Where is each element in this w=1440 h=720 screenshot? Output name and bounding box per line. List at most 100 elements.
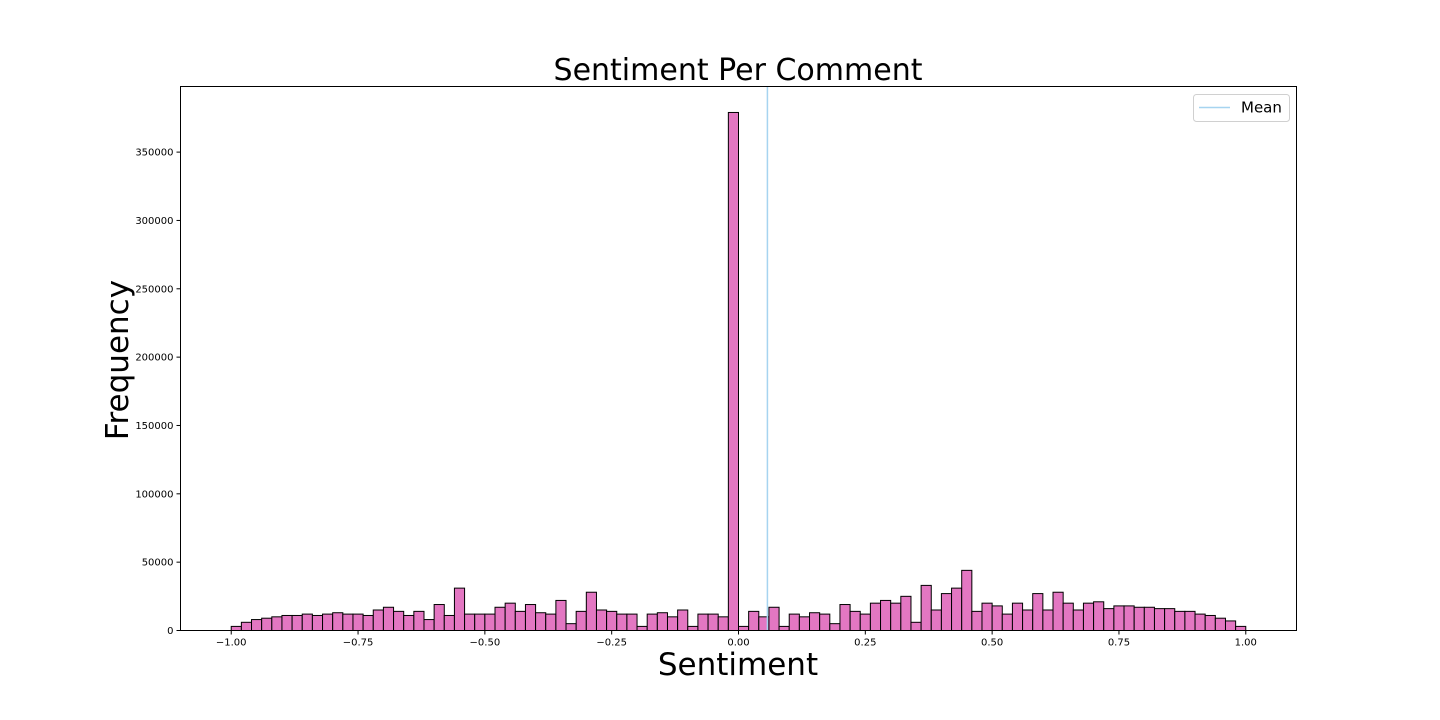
histogram-bar-62 bbox=[859, 613, 871, 631]
y-tick-label-4: 200000 bbox=[135, 353, 173, 364]
y-axis-label: Frequency bbox=[100, 280, 136, 440]
legend-mean-label: Mean bbox=[1241, 99, 1282, 117]
y-axis: 0 50000 100000 150000 200000 250000 300000 3500… bbox=[135, 148, 181, 637]
x-tick-label-8: 1.00 bbox=[1235, 638, 1257, 649]
histogram-bar-13 bbox=[362, 614, 374, 632]
histogram-bar-65 bbox=[890, 602, 902, 632]
histogram-bar-91 bbox=[1153, 608, 1166, 632]
histogram-bar-24 bbox=[474, 613, 486, 631]
histogram-bar-57 bbox=[809, 612, 821, 631]
histogram-bar-29 bbox=[524, 604, 537, 631]
x-axis: −1.00 −0.75 −0.50 −0.25 0.00 0.25 0.50 0.75 1.00 bbox=[216, 630, 1257, 649]
histogram-bar-12 bbox=[352, 613, 364, 631]
histogram-bar-27 bbox=[504, 602, 516, 632]
histogram-bar-88 bbox=[1123, 605, 1135, 631]
x-tick-label-6: 0.50 bbox=[981, 638, 1003, 649]
histogram-bar-59 bbox=[829, 623, 841, 632]
histogram-bar-48 bbox=[717, 616, 729, 632]
histogram-bar-58 bbox=[819, 613, 831, 631]
histogram-bar-26 bbox=[494, 606, 506, 631]
histogram-bar-69 bbox=[930, 609, 942, 632]
histogram-bar-38 bbox=[616, 613, 628, 631]
histogram-bar-87 bbox=[1113, 605, 1125, 631]
histogram-bar-84 bbox=[1082, 602, 1095, 632]
histogram-bar-50 bbox=[738, 625, 750, 631]
legend: Mean bbox=[1193, 94, 1290, 122]
histogram-bar-0 bbox=[230, 625, 242, 631]
y-tick-label-0: 0 bbox=[167, 626, 173, 637]
histogram-bar-44 bbox=[677, 609, 689, 632]
x-tick-label-5: 0.25 bbox=[854, 638, 876, 649]
histogram-bar-72 bbox=[961, 569, 973, 632]
histogram-bar-86 bbox=[1103, 608, 1115, 632]
histogram-bar-11 bbox=[342, 613, 354, 631]
histogram-bar-31 bbox=[545, 613, 557, 631]
x-tick-label-1: −0.75 bbox=[343, 638, 374, 649]
histogram-bar-64 bbox=[880, 599, 892, 631]
histogram-bar-92 bbox=[1164, 608, 1176, 632]
histogram-bar-6 bbox=[291, 614, 303, 632]
histogram-bar-17 bbox=[403, 614, 415, 632]
y-tick-label-6: 300000 bbox=[135, 216, 173, 227]
histogram-bar-54 bbox=[778, 625, 790, 631]
histogram-bar-70 bbox=[940, 593, 953, 631]
histogram-bar-22 bbox=[453, 587, 466, 631]
histogram-bar-60 bbox=[839, 604, 851, 631]
histogram-bar-15 bbox=[382, 606, 395, 631]
x-tick-label-2: −0.50 bbox=[470, 638, 501, 649]
histogram-bar-8 bbox=[311, 614, 324, 632]
histogram-bar-55 bbox=[788, 613, 800, 631]
histogram-bar-80 bbox=[1042, 609, 1054, 632]
histogram-bar-82 bbox=[1062, 602, 1074, 632]
histogram-bar-23 bbox=[464, 613, 476, 631]
histogram-bar-2 bbox=[251, 619, 263, 631]
y-tick-label-1: 50000 bbox=[142, 558, 174, 569]
histogram-bar-34 bbox=[575, 610, 587, 631]
histogram-bar-89 bbox=[1133, 606, 1145, 631]
chart-title: Sentiment Per Comment bbox=[554, 53, 923, 88]
histogram-bar-32 bbox=[555, 599, 567, 631]
histogram-bar-63 bbox=[869, 602, 882, 632]
histogram-bar-25 bbox=[484, 613, 496, 631]
histogram-bar-7 bbox=[301, 613, 313, 631]
histogram-bar-28 bbox=[514, 610, 526, 631]
histogram-bar-85 bbox=[1093, 601, 1105, 632]
histogram-bar-39 bbox=[626, 613, 638, 631]
histogram-bar-42 bbox=[656, 612, 668, 631]
x-axis-label: Sentiment bbox=[658, 647, 818, 683]
histogram-bar-20 bbox=[433, 604, 445, 631]
histogram-bar-47 bbox=[707, 613, 719, 631]
histogram-bar-53 bbox=[768, 606, 780, 631]
histogram-bar-73 bbox=[971, 610, 983, 631]
histogram-bar-94 bbox=[1184, 610, 1196, 631]
histogram-bar-83 bbox=[1072, 609, 1084, 632]
histogram-bar-49 bbox=[727, 111, 740, 631]
histogram-bar-46 bbox=[697, 613, 709, 631]
histogram-bar-90 bbox=[1143, 606, 1155, 631]
histogram-bar-97 bbox=[1214, 617, 1226, 631]
y-tick-label-3: 150000 bbox=[135, 421, 173, 432]
histogram-bar-10 bbox=[332, 612, 344, 631]
histogram-bar-30 bbox=[535, 612, 547, 631]
histogram-bar-5 bbox=[281, 614, 293, 632]
histogram-bar-4 bbox=[271, 616, 283, 632]
histogram-bar-36 bbox=[595, 609, 608, 632]
histogram-bar-67 bbox=[910, 621, 922, 632]
histogram-bar-78 bbox=[1022, 609, 1034, 632]
histogram-bar-41 bbox=[646, 613, 658, 631]
x-tick-label-0: −1.00 bbox=[216, 638, 247, 649]
histogram-bar-18 bbox=[413, 610, 425, 631]
histogram-bar-21 bbox=[443, 614, 455, 632]
y-tick-label-7: 350000 bbox=[135, 148, 173, 159]
y-tick-label-5: 250000 bbox=[135, 284, 173, 295]
histogram-bars bbox=[230, 111, 1247, 632]
histogram-bar-93 bbox=[1174, 610, 1186, 631]
histogram-bar-74 bbox=[981, 602, 993, 632]
histogram-bar-14 bbox=[372, 609, 384, 632]
histogram-bar-19 bbox=[423, 619, 435, 631]
x-tick-label-7: 0.75 bbox=[1108, 638, 1130, 649]
histogram-bar-71 bbox=[951, 587, 963, 631]
histogram-bar-66 bbox=[900, 595, 912, 632]
x-tick-label-3: −0.25 bbox=[596, 638, 627, 649]
